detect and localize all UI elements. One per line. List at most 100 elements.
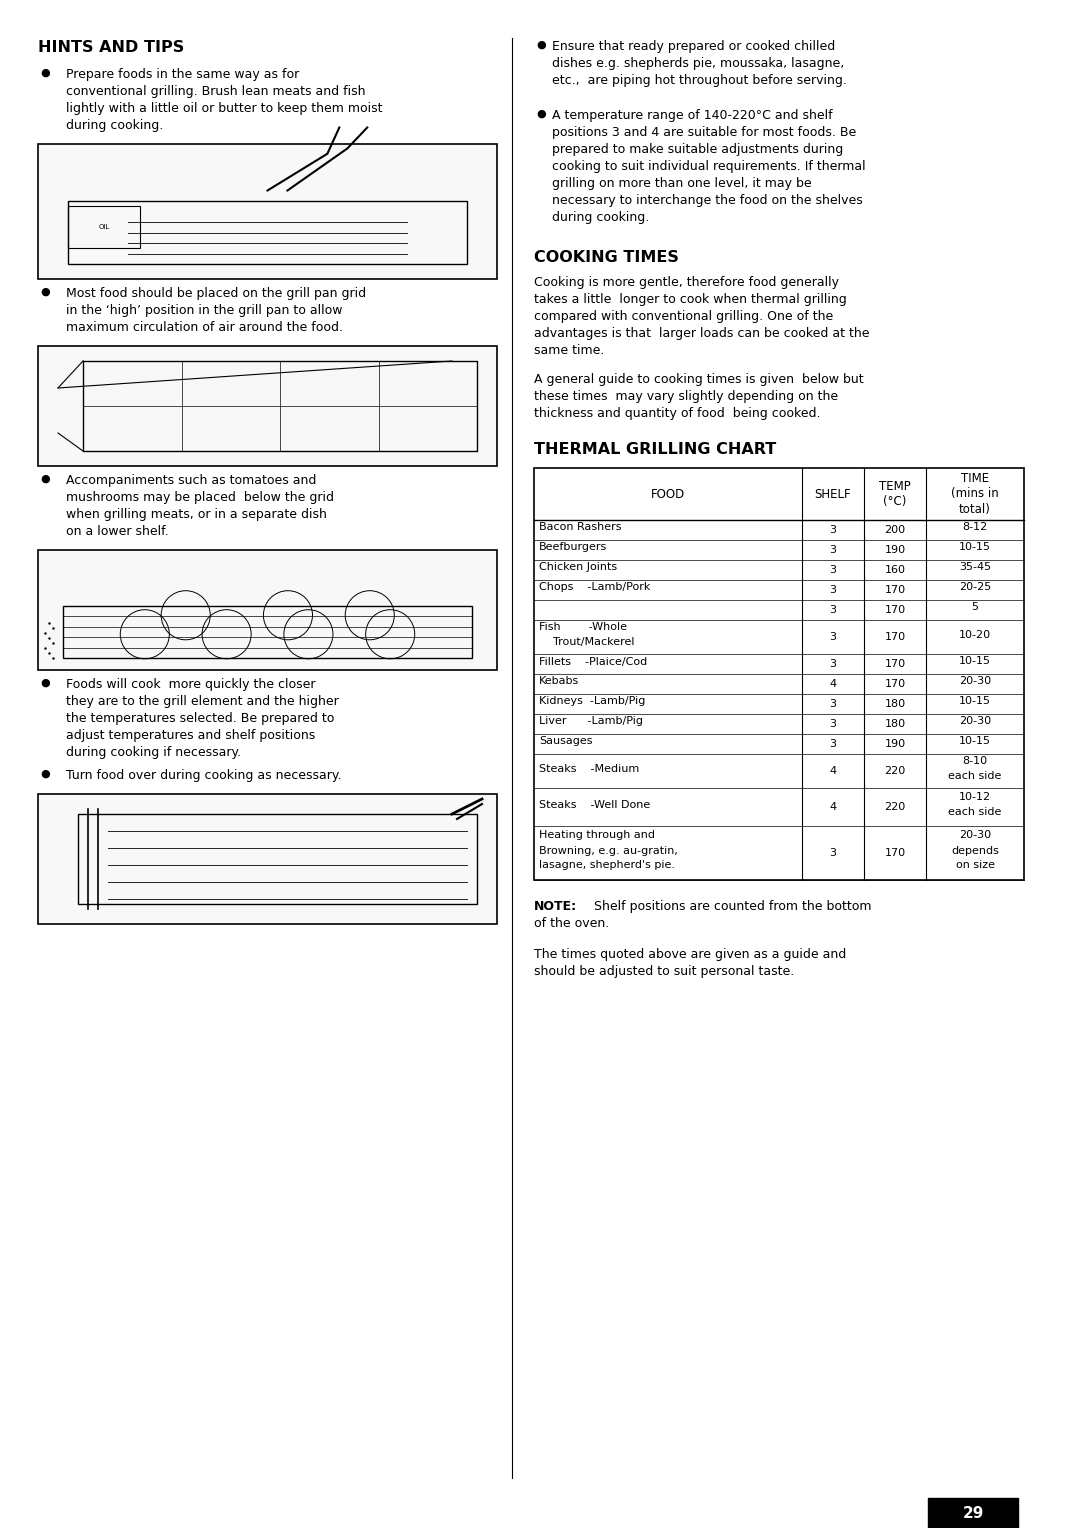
Text: during cooking.: during cooking.: [552, 211, 649, 225]
Text: 3: 3: [829, 526, 837, 535]
Bar: [534, 468, 1024, 880]
Text: 29: 29: [962, 1505, 984, 1520]
Text: 190: 190: [885, 740, 905, 749]
Text: 180: 180: [885, 720, 905, 729]
Text: Ensure that ready prepared or cooked chilled: Ensure that ready prepared or cooked chi…: [552, 40, 835, 53]
Text: Fillets    -Plaice/Cod: Fillets -Plaice/Cod: [539, 657, 647, 666]
Text: ●: ●: [536, 108, 545, 119]
Bar: [38, 345, 497, 466]
Text: 3: 3: [829, 659, 837, 669]
Text: 8-12: 8-12: [962, 523, 987, 532]
Text: 20-25: 20-25: [959, 582, 991, 593]
Text: Steaks    -Medium: Steaks -Medium: [539, 764, 639, 773]
Text: Foods will cook  more quickly the closer: Foods will cook more quickly the closer: [66, 678, 315, 691]
Text: takes a little  longer to cook when thermal grilling: takes a little longer to cook when therm…: [534, 293, 847, 306]
Text: 35-45: 35-45: [959, 562, 991, 573]
Text: 5: 5: [972, 602, 978, 613]
Text: Prepare foods in the same way as for: Prepare foods in the same way as for: [66, 69, 299, 81]
Text: The times quoted above are given as a guide and: The times quoted above are given as a gu…: [534, 947, 847, 961]
Bar: [928, 1497, 1018, 1528]
Text: Chicken Joints: Chicken Joints: [539, 562, 617, 573]
Bar: [63, 605, 472, 659]
Text: 3: 3: [829, 585, 837, 594]
Text: grilling on more than one level, it may be: grilling on more than one level, it may …: [552, 177, 812, 189]
Bar: [38, 795, 497, 924]
Text: lightly with a little oil or butter to keep them moist: lightly with a little oil or butter to k…: [66, 102, 382, 115]
Text: ●: ●: [536, 40, 545, 50]
Text: A temperature range of 140-220°C and shelf: A temperature range of 140-220°C and she…: [552, 108, 833, 122]
Text: ●: ●: [40, 69, 50, 78]
Text: NOTE:: NOTE:: [534, 900, 577, 914]
Text: Steaks    -Well Done: Steaks -Well Done: [539, 799, 650, 810]
Text: 170: 170: [885, 659, 905, 669]
Text: 170: 170: [885, 633, 905, 642]
Text: 220: 220: [885, 766, 906, 776]
Text: Kidneys  -Lamb/Pig: Kidneys -Lamb/Pig: [539, 697, 646, 706]
Text: Beefburgers: Beefburgers: [539, 542, 607, 553]
Text: 3: 3: [829, 545, 837, 555]
Text: on a lower shelf.: on a lower shelf.: [66, 526, 168, 538]
Text: cooking to suit individual requirements. If thermal: cooking to suit individual requirements.…: [552, 160, 866, 173]
Text: A general guide to cooking times is given  below but: A general guide to cooking times is give…: [534, 373, 864, 387]
Text: 190: 190: [885, 545, 905, 555]
Text: ●: ●: [40, 287, 50, 296]
Text: 170: 170: [885, 848, 905, 859]
Text: conventional grilling. Brush lean meats and fish: conventional grilling. Brush lean meats …: [66, 86, 365, 98]
Text: each side: each side: [948, 772, 1001, 781]
Text: they are to the grill element and the higher: they are to the grill element and the hi…: [66, 695, 339, 707]
Text: 170: 170: [885, 585, 905, 594]
Text: 20-30: 20-30: [959, 677, 991, 686]
Text: 180: 180: [885, 698, 905, 709]
Text: 20-30: 20-30: [959, 831, 991, 840]
Text: HINTS AND TIPS: HINTS AND TIPS: [38, 40, 185, 55]
Bar: [78, 814, 477, 905]
Text: these times  may vary slightly depending on the: these times may vary slightly depending …: [534, 390, 838, 403]
Text: Heating through and: Heating through and: [539, 831, 654, 840]
Text: 10-15: 10-15: [959, 736, 991, 747]
Text: of the oven.: of the oven.: [534, 917, 609, 931]
Text: Bacon Rashers: Bacon Rashers: [539, 523, 621, 532]
Bar: [68, 202, 467, 264]
Text: Chops    -Lamb/Pork: Chops -Lamb/Pork: [539, 582, 650, 593]
Text: 170: 170: [885, 678, 905, 689]
Text: 4: 4: [829, 802, 837, 811]
Text: Fish        -Whole: Fish -Whole: [539, 622, 627, 633]
Text: in the ‘high’ position in the grill pan to allow: in the ‘high’ position in the grill pan …: [66, 304, 342, 316]
Text: ●: ●: [40, 678, 50, 688]
Text: 3: 3: [829, 605, 837, 614]
Text: 10-20: 10-20: [959, 630, 991, 640]
Text: Shelf positions are counted from the bottom: Shelf positions are counted from the bot…: [586, 900, 872, 914]
Text: 20-30: 20-30: [959, 717, 991, 726]
Text: 10-15: 10-15: [959, 657, 991, 666]
Text: same time.: same time.: [534, 344, 605, 358]
Text: Sausages: Sausages: [539, 736, 593, 747]
Text: TIME
(mins in
total): TIME (mins in total): [951, 472, 999, 516]
Text: Most food should be placed on the grill pan grid: Most food should be placed on the grill …: [66, 287, 366, 299]
Text: prepared to make suitable adjustments during: prepared to make suitable adjustments du…: [552, 144, 843, 156]
Text: necessary to interchange the food on the shelves: necessary to interchange the food on the…: [552, 194, 863, 206]
Text: THERMAL GRILLING CHART: THERMAL GRILLING CHART: [534, 442, 777, 457]
Text: OIL: OIL: [98, 225, 109, 231]
Text: dishes e.g. shepherds pie, moussaka, lasagne,: dishes e.g. shepherds pie, moussaka, las…: [552, 57, 845, 70]
Text: during cooking.: during cooking.: [66, 119, 163, 131]
Text: 170: 170: [885, 605, 905, 614]
Text: advantages is that  larger loads can be cooked at the: advantages is that larger loads can be c…: [534, 327, 869, 341]
Text: etc.,  are piping hot throughout before serving.: etc., are piping hot throughout before s…: [552, 73, 847, 87]
Text: Accompaniments such as tomatoes and: Accompaniments such as tomatoes and: [66, 474, 316, 487]
Text: 3: 3: [829, 848, 837, 859]
Text: 3: 3: [829, 740, 837, 749]
Text: 160: 160: [885, 565, 905, 575]
Text: the temperatures selected. Be prepared to: the temperatures selected. Be prepared t…: [66, 712, 335, 724]
Text: ●: ●: [40, 769, 50, 779]
Text: adjust temperatures and shelf positions: adjust temperatures and shelf positions: [66, 729, 315, 743]
Text: 200: 200: [885, 526, 905, 535]
Text: 3: 3: [829, 698, 837, 709]
Text: 4: 4: [829, 766, 837, 776]
Text: 10-15: 10-15: [959, 542, 991, 553]
Text: on size: on size: [956, 860, 995, 871]
Text: maximum circulation of air around the food.: maximum circulation of air around the fo…: [66, 321, 343, 335]
Text: Turn food over during cooking as necessary.: Turn food over during cooking as necessa…: [66, 769, 341, 782]
Text: 8-10: 8-10: [962, 756, 987, 766]
Text: Browning, e.g. au-gratin,: Browning, e.g. au-gratin,: [539, 845, 678, 856]
Text: 3: 3: [829, 633, 837, 642]
